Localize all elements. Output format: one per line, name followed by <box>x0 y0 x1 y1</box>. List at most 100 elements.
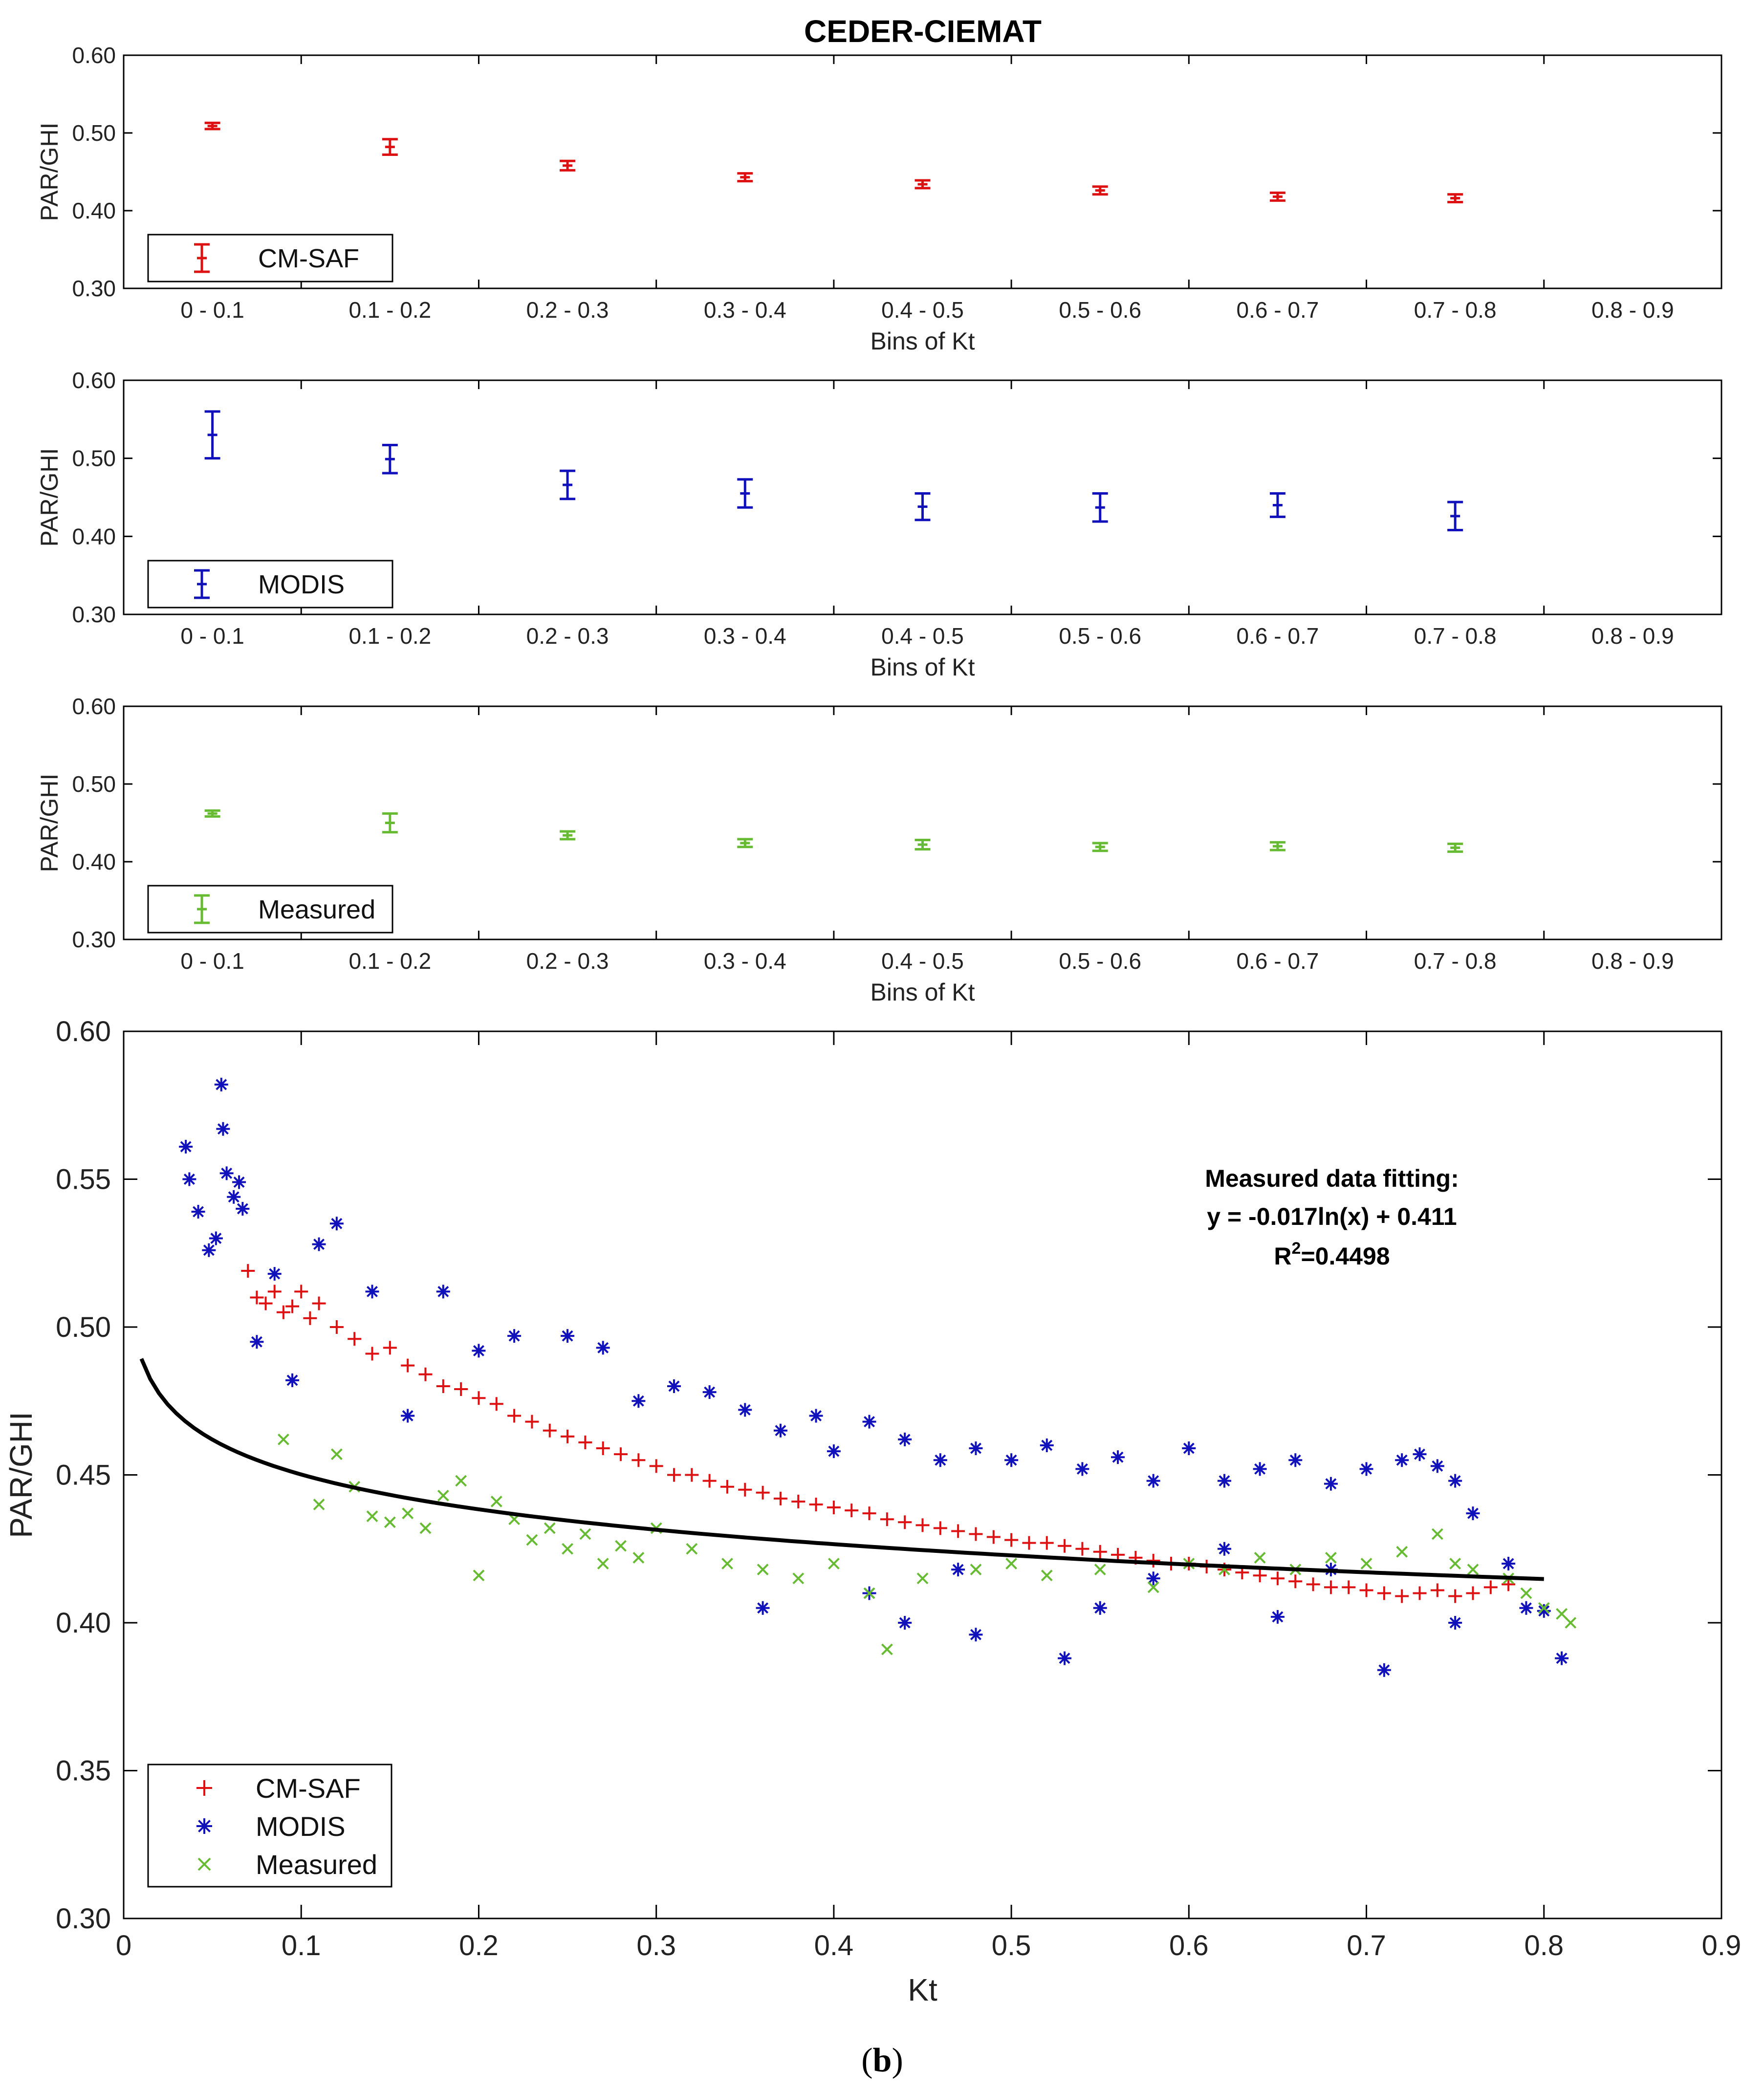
x-tick-label: 0.8 - 0.9 <box>1591 623 1674 649</box>
scatter-point <box>507 1329 522 1343</box>
y-axis-label: PAR/GHI <box>36 774 63 872</box>
x-tick-label: 0.4 - 0.5 <box>881 297 964 323</box>
scatter-point <box>219 1166 234 1180</box>
x-tick-label: 0.8 - 0.9 <box>1591 297 1674 323</box>
scatter-point <box>845 1504 859 1518</box>
scatter-point <box>632 1394 646 1408</box>
scatter-point <box>312 1237 326 1251</box>
scatter-point <box>191 1205 205 1219</box>
x-tick-label: 0.8 - 0.9 <box>1591 948 1674 974</box>
annotation-line1: Measured data fitting: <box>1205 1165 1459 1192</box>
legend-label: CM-SAF <box>256 1773 361 1804</box>
y-tick-label: 0.40 <box>72 198 116 223</box>
scatter-point <box>880 1512 894 1526</box>
x-tick-label: 0.4 - 0.5 <box>881 623 964 649</box>
error-bar <box>560 469 576 501</box>
scatter-point <box>1430 1459 1444 1473</box>
scatter-point <box>969 1527 983 1541</box>
scatter-point <box>951 1563 965 1577</box>
error-bar <box>560 159 576 172</box>
error-bar <box>737 172 753 183</box>
scatter-legend: CM-SAF MODIS Measured <box>147 1764 392 1888</box>
x-tick-label: 0.7 - 0.8 <box>1414 623 1497 649</box>
scatter-point <box>933 1453 947 1467</box>
legend-box <box>147 234 393 283</box>
x-tick-label: 0 - 0.1 <box>180 948 244 974</box>
scatter-point <box>329 1217 344 1231</box>
scatter-series <box>277 1433 1577 1656</box>
error-bar <box>1269 841 1285 851</box>
scatter-point <box>1306 1577 1320 1591</box>
scatter-point <box>214 1077 228 1091</box>
scatter-point <box>916 1572 929 1585</box>
scatter-point <box>1253 1569 1267 1583</box>
x-tick-label: 0.3 - 0.4 <box>704 948 786 974</box>
x-tick-label: 0.3 <box>636 1930 676 1961</box>
scatter-point <box>241 1264 255 1278</box>
scatter-point <box>490 1496 502 1507</box>
scatter-point <box>1413 1586 1427 1600</box>
scatter-point <box>1004 1453 1019 1467</box>
scatter-point <box>685 1468 699 1482</box>
scatter-point <box>1005 1558 1018 1569</box>
scatter-point <box>632 1551 645 1564</box>
scatter-point <box>1217 1542 1231 1556</box>
error-bar <box>915 838 931 851</box>
scatter-point <box>543 1423 557 1438</box>
scatter-point <box>686 1543 698 1555</box>
scatter-point <box>667 1468 681 1482</box>
scatter-point <box>1466 1506 1480 1521</box>
scatter-point <box>1040 1438 1054 1452</box>
scatter-point <box>1075 1462 1089 1476</box>
legend: Measured <box>147 885 393 934</box>
scatter-point <box>773 1423 787 1438</box>
scatter-point <box>986 1530 1001 1544</box>
x-tick-label: 0.5 - 0.6 <box>1059 623 1141 649</box>
scatter-point <box>1448 1589 1462 1603</box>
scatter-point <box>437 1489 449 1502</box>
scatter-point <box>1342 1580 1356 1594</box>
scatter-point <box>1449 1558 1461 1569</box>
scatter-point <box>313 1499 325 1510</box>
scatter-point <box>757 1564 769 1576</box>
scatter-point <box>544 1522 556 1534</box>
x-tick-label: 0.1 - 0.2 <box>348 297 431 323</box>
scatter-point <box>1093 1545 1107 1559</box>
plot-frame <box>123 54 1722 289</box>
fit-annotation: Measured data fitting: y = -0.017ln(x) + … <box>1205 1165 1459 1270</box>
scatter-point <box>1253 1462 1267 1476</box>
scatter-point <box>827 1501 841 1515</box>
scatter-point <box>773 1491 787 1505</box>
y-tick-label: 0.40 <box>72 849 116 874</box>
error-bar <box>1092 185 1108 196</box>
scatter-point <box>1325 1551 1337 1564</box>
x-tick-label: 0 <box>116 1930 131 1961</box>
error-bar <box>382 812 398 834</box>
scatter-point <box>455 1475 467 1487</box>
scatter-point <box>933 1521 947 1535</box>
scatter-point <box>898 1432 912 1446</box>
y-axis-label: PAR/GHI <box>36 123 63 221</box>
x-tick-label: 0.6 - 0.7 <box>1237 623 1319 649</box>
modis-errorbar-panel: 0.30 0.40 0.50 0.60 0 - 0.1 0.1 - 0.2 0.2 - 0.… <box>36 368 1722 681</box>
scatter-point <box>579 1528 591 1540</box>
scatter-point <box>1538 1602 1550 1614</box>
scatter-point <box>1058 1651 1072 1665</box>
y-tick-label: 0.45 <box>56 1460 111 1491</box>
scatter-point <box>1395 1589 1409 1603</box>
error-bar <box>1447 501 1463 532</box>
scatter-point <box>1377 1586 1391 1600</box>
scatter-series <box>179 1077 1569 1677</box>
scatter-point <box>1520 1587 1532 1599</box>
legend-box <box>147 885 393 934</box>
scatter-point <box>216 1122 230 1136</box>
scatter-point <box>418 1367 433 1381</box>
scatter-point <box>1111 1450 1125 1464</box>
scatter-point <box>202 1243 216 1257</box>
legend-errorbar-symbol <box>194 894 210 924</box>
scatter-point <box>1483 1580 1498 1594</box>
scatter-point <box>951 1524 965 1538</box>
scatter-point <box>562 1543 573 1555</box>
x-tick-label: 0.6 <box>1169 1930 1209 1961</box>
